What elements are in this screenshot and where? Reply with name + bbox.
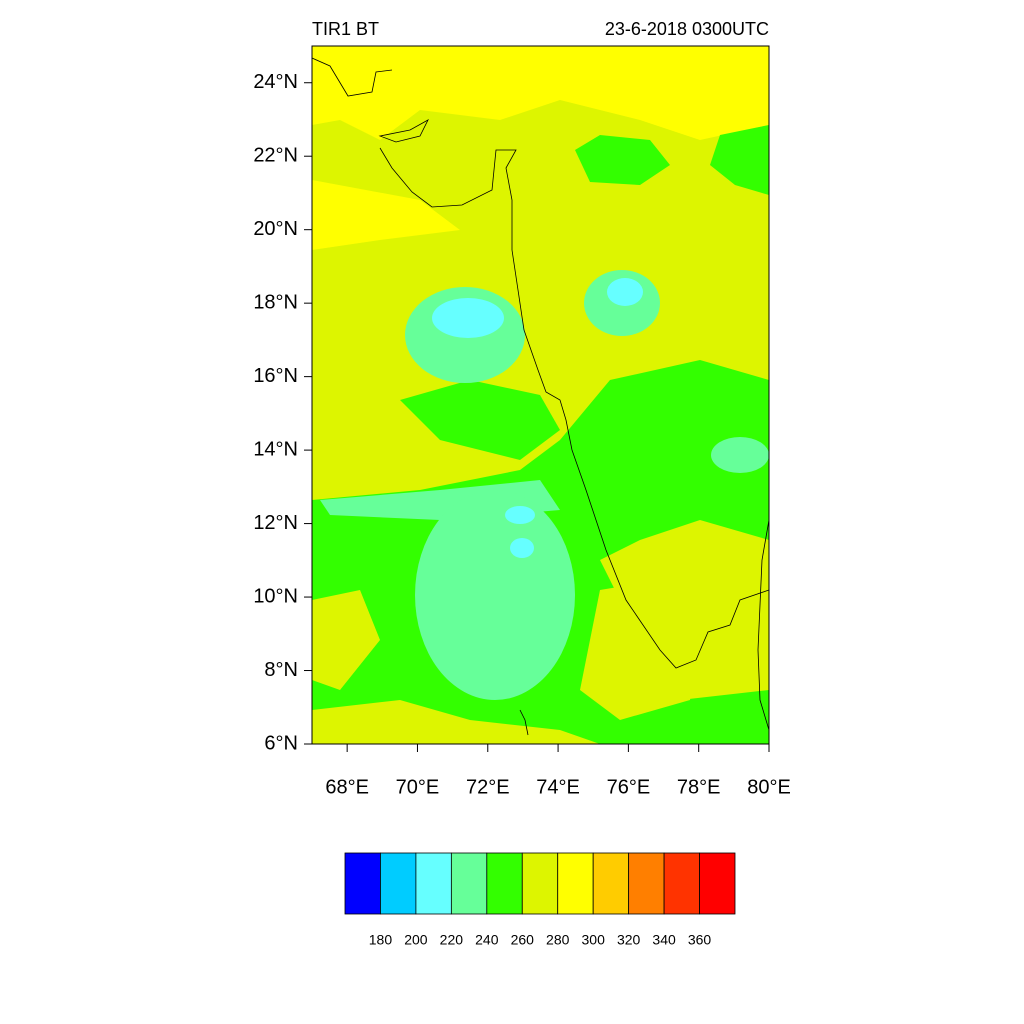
field-region — [312, 46, 769, 140]
title-left: TIR1 BT — [312, 19, 379, 39]
field-region — [575, 135, 670, 185]
y-tick-label: 8°N — [264, 659, 298, 681]
colorbar-label: 180 — [369, 932, 393, 948]
y-tick-label: 16°N — [253, 365, 298, 387]
colorbar-box — [344, 852, 381, 915]
colorbar-label: 260 — [511, 932, 535, 948]
brightness-field — [312, 46, 769, 744]
colorbar-box — [380, 852, 417, 915]
colorbar-box — [415, 852, 452, 915]
x-tick-label: 68°E — [325, 776, 369, 798]
colorbar-label: 220 — [440, 932, 464, 948]
colorbar-box — [699, 852, 736, 915]
y-tick-label: 10°N — [253, 585, 298, 607]
colorbar-label: 360 — [688, 932, 712, 948]
y-tick-label: 12°N — [253, 512, 298, 534]
field-region — [510, 538, 534, 558]
x-tick-label: 80°E — [747, 776, 791, 798]
field-region — [312, 590, 380, 690]
title-right: 23-6-2018 0300UTC — [605, 19, 769, 39]
colorbar-box — [521, 852, 559, 915]
field-region — [415, 490, 575, 700]
x-tick-label: 78°E — [677, 776, 721, 798]
field-region — [312, 180, 460, 250]
field-region — [400, 380, 560, 460]
colorbar-box — [663, 852, 700, 915]
colorbar-label: 340 — [652, 932, 676, 948]
field-region — [580, 580, 700, 720]
colorbar-box — [628, 852, 665, 915]
field-region — [607, 278, 643, 306]
y-tick-label: 20°N — [253, 218, 298, 240]
colorbar-label: 300 — [582, 932, 606, 948]
map-frame — [311, 45, 770, 745]
y-tick-label: 18°N — [253, 291, 298, 313]
field-region — [710, 125, 769, 195]
colorbar-box — [592, 852, 630, 915]
y-tick-label: 6°N — [264, 732, 298, 754]
x-tick-label: 76°E — [607, 776, 651, 798]
colorbar-label: 320 — [617, 932, 641, 948]
x-tick-label: 72°E — [466, 776, 510, 798]
colorbar-box — [486, 852, 523, 915]
x-tick-label: 74°E — [536, 776, 580, 798]
y-tick-label: 14°N — [253, 438, 298, 460]
y-tick-label: 24°N — [253, 71, 298, 93]
colorbar-label: 240 — [475, 932, 499, 948]
colorbar-box — [557, 852, 594, 915]
y-tick-label: 22°N — [253, 144, 298, 166]
field-region — [432, 298, 504, 338]
field-region — [505, 506, 535, 524]
x-tick-label: 70°E — [396, 776, 440, 798]
coastline — [312, 57, 769, 736]
colorbar-label: 200 — [404, 932, 428, 948]
field-region — [711, 437, 769, 473]
colorbar-box — [450, 852, 488, 915]
colorbar-label: 280 — [546, 932, 570, 948]
